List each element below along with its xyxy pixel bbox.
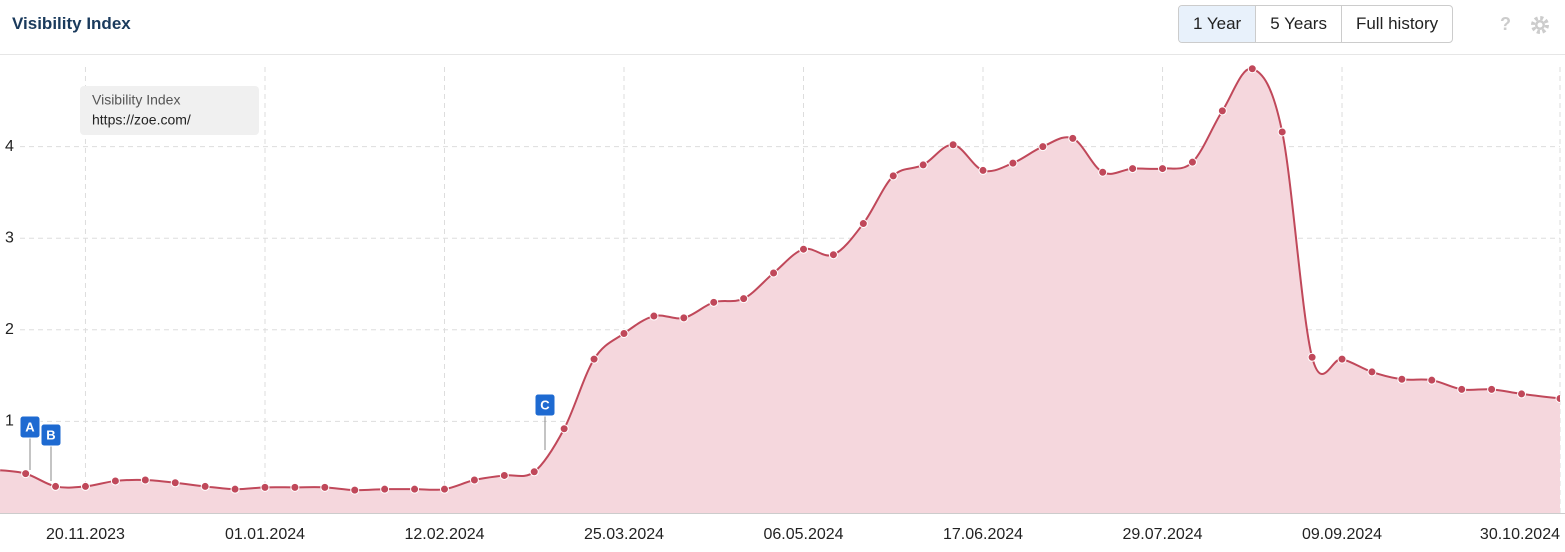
data-point <box>1187 157 1197 167</box>
data-point <box>1217 106 1227 116</box>
data-point <box>1307 352 1317 362</box>
data-point <box>1247 64 1257 74</box>
event-flag <box>40 423 62 447</box>
data-point <box>1068 133 1078 143</box>
data-point <box>619 328 629 338</box>
data-point <box>1397 374 1407 384</box>
data-point <box>1427 375 1437 385</box>
data-point <box>499 470 509 480</box>
x-tick-label: 20.11.2023 <box>46 526 125 543</box>
data-point <box>200 481 210 491</box>
data-point <box>978 165 988 175</box>
data-point <box>1277 127 1287 137</box>
x-tick-label: 01.01.2024 <box>225 526 305 543</box>
data-point <box>1038 142 1048 152</box>
data-point <box>51 481 61 491</box>
data-point <box>589 354 599 364</box>
event-flag <box>534 393 556 417</box>
data-point <box>1158 164 1168 174</box>
data-point <box>21 469 31 479</box>
range-buttons: 1 Year 5 Years Full history <box>1178 5 1454 43</box>
data-point <box>1098 167 1108 177</box>
data-point <box>80 481 90 491</box>
data-point <box>170 478 180 488</box>
area-fill <box>0 68 1560 513</box>
data-point <box>260 482 270 492</box>
data-point <box>320 482 330 492</box>
data-point <box>799 244 809 254</box>
data-point <box>380 484 390 494</box>
data-point <box>1517 389 1527 399</box>
data-point <box>918 160 928 170</box>
data-point <box>290 482 300 492</box>
data-point <box>1487 384 1497 394</box>
settings-icon[interactable] <box>1528 13 1552 37</box>
data-point <box>350 485 360 495</box>
data-point <box>679 313 689 323</box>
y-tick-label: 3 <box>5 229 14 246</box>
help-icon[interactable]: ? <box>1500 14 1511 34</box>
data-point <box>888 171 898 181</box>
data-point <box>1008 158 1018 168</box>
event-label: C <box>540 397 550 412</box>
y-tick-label: 1 <box>5 413 14 430</box>
data-point <box>1128 164 1138 174</box>
y-tick-label: 2 <box>5 321 14 338</box>
legend-title: Visibility Index <box>92 92 180 108</box>
y-tick-label: 4 <box>5 138 14 155</box>
data-point <box>410 484 420 494</box>
data-point <box>769 268 779 278</box>
x-tick-label: 17.06.2024 <box>943 526 1023 543</box>
event-flag <box>19 415 41 439</box>
data-point <box>140 475 150 485</box>
range-button[interactable]: Full history <box>1340 6 1452 42</box>
data-point <box>948 140 958 150</box>
data-point <box>1555 394 1560 403</box>
data-point <box>649 311 659 321</box>
x-tick-label: 12.02.2024 <box>404 526 484 543</box>
data-point <box>559 424 569 434</box>
data-point <box>709 297 719 307</box>
data-point <box>858 219 868 229</box>
range-button[interactable]: 5 Years <box>1255 6 1341 42</box>
data-point <box>828 250 838 260</box>
separator <box>0 54 1565 55</box>
x-tick-label: 29.07.2024 <box>1122 526 1202 543</box>
data-point <box>230 484 240 494</box>
event-label: B <box>46 427 55 442</box>
data-point <box>1337 354 1347 364</box>
widget-title: Visibility Index <box>12 14 131 33</box>
data-point <box>110 476 120 486</box>
legend-entry: https://zoe.com/ <box>92 112 191 128</box>
legend-box <box>80 86 259 135</box>
x-tick-label: 25.03.2024 <box>584 526 664 543</box>
event-label: A <box>25 419 35 434</box>
data-point <box>1457 384 1467 394</box>
x-tick-label: 09.09.2024 <box>1302 526 1382 543</box>
range-button[interactable]: 1 Year <box>1179 6 1256 42</box>
data-point <box>529 467 539 477</box>
x-tick-label: 30.10.2024 <box>1480 526 1560 543</box>
x-tick-label: 06.05.2024 <box>763 526 843 543</box>
data-point <box>439 484 449 494</box>
data-point <box>469 475 479 485</box>
data-point <box>1367 367 1377 377</box>
data-point <box>739 294 749 304</box>
